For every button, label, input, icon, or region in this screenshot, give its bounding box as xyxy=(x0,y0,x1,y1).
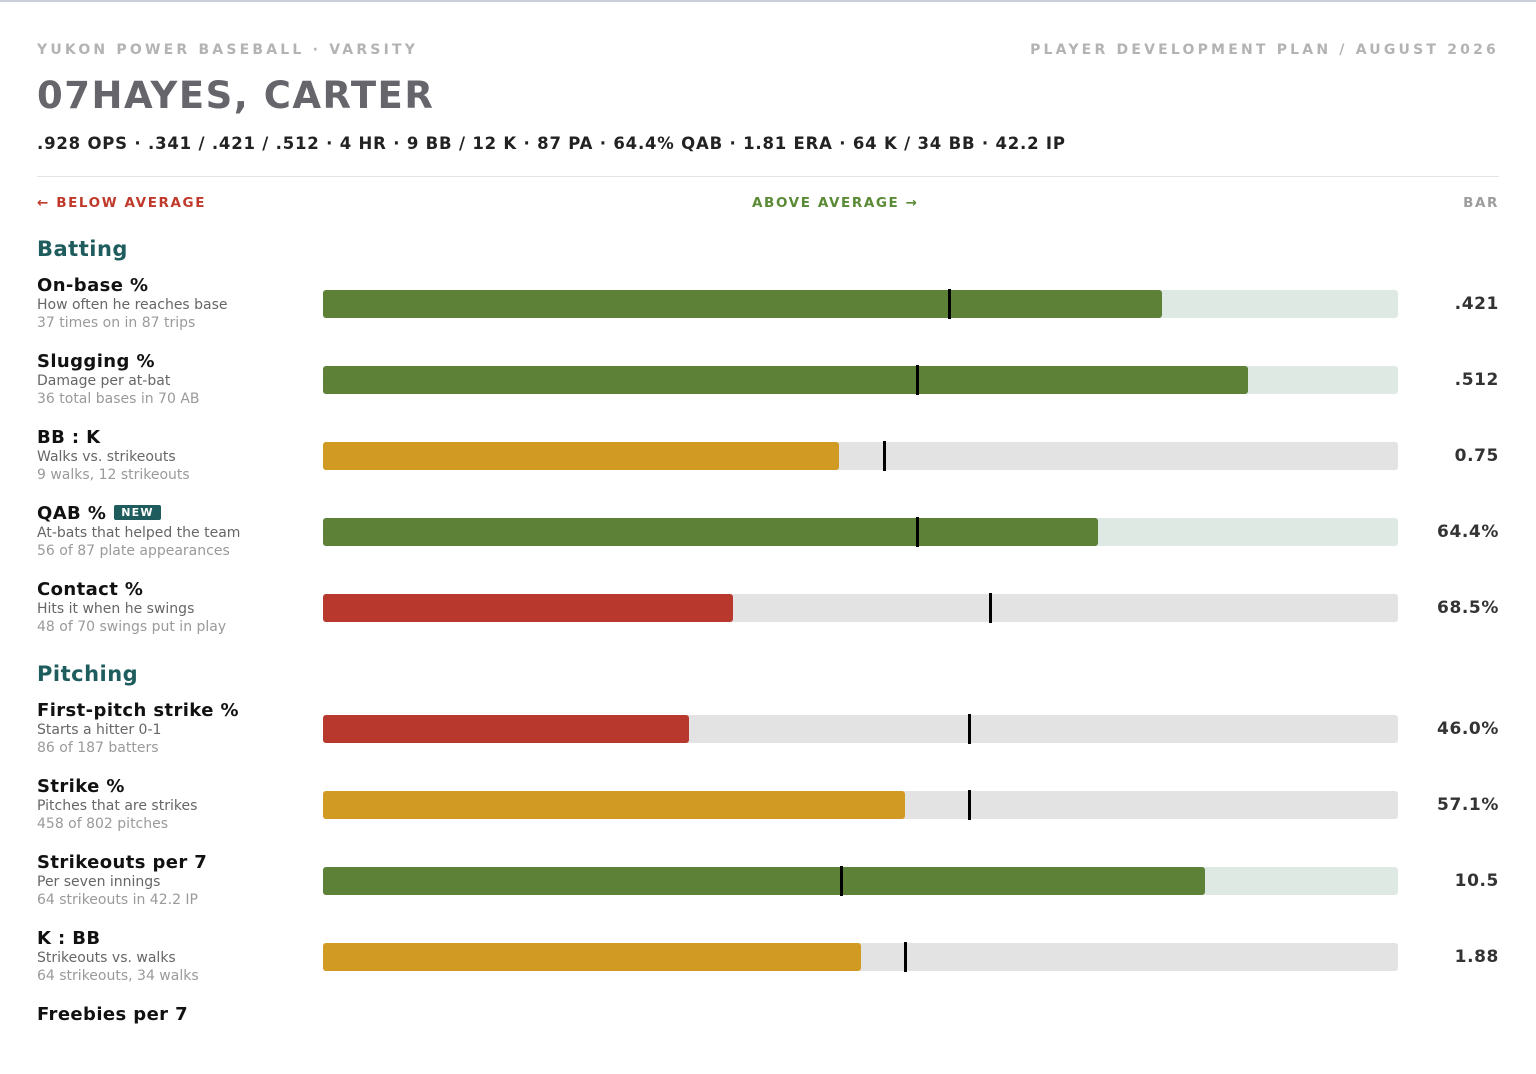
below-average-legend: ← BELOW AVERAGE xyxy=(37,195,207,211)
metric-detail: 86 of 187 batters xyxy=(37,740,159,756)
team-average-marker xyxy=(948,289,952,319)
metric-detail: 458 of 802 pitches xyxy=(37,816,169,832)
metric-description: Pitches that are strikes xyxy=(37,798,198,814)
metric-description: Per seven innings xyxy=(37,874,161,890)
metric-name: Slugging % xyxy=(37,351,155,372)
metric-row: Slugging % Damage per at-bat 36 total ba… xyxy=(37,351,1499,421)
metric-value: .421 xyxy=(1454,294,1499,314)
team-average-marker xyxy=(989,593,993,623)
metric-row: Freebies per 7 xyxy=(37,1004,1499,1074)
metric-value: 64.4% xyxy=(1437,522,1499,542)
metric-detail: 56 of 87 plate appearances xyxy=(37,543,230,559)
player-name: 07HAYES, CARTER xyxy=(37,74,435,117)
metric-bar-fill xyxy=(323,366,1248,394)
metric-value: 10.5 xyxy=(1454,871,1499,891)
metric-name: Strikeouts per 7 xyxy=(37,852,208,873)
metric-bar-fill xyxy=(323,791,905,819)
metric-row: BB : K Walks vs. strikeouts 9 walks, 12 … xyxy=(37,427,1499,497)
metric-description: How often he reaches base xyxy=(37,297,228,313)
team-average-marker xyxy=(904,942,908,972)
metric-bar-track xyxy=(323,365,1398,395)
metric-value: 0.75 xyxy=(1454,446,1499,466)
metric-value: 1.88 xyxy=(1454,947,1499,967)
scale-legend: ← BELOW AVERAGE ABOVE AVERAGE → BAR xyxy=(37,195,1499,213)
metric-row: Strike % Pitches that are strikes 458 of… xyxy=(37,776,1499,846)
metric-description: Walks vs. strikeouts xyxy=(37,449,176,465)
metric-description: Strikeouts vs. walks xyxy=(37,950,176,966)
metric-description: At-bats that helped the team xyxy=(37,525,241,541)
metric-name: BB : K xyxy=(37,427,101,448)
section-title-batting: Batting xyxy=(37,237,128,261)
metric-row: K : BB Strikeouts vs. walks 64 strikeout… xyxy=(37,928,1499,998)
team-average-marker xyxy=(967,790,971,820)
team-average-marker xyxy=(839,866,843,896)
metric-detail: 48 of 70 swings put in play xyxy=(37,619,227,635)
metric-name: Freebies per 7 xyxy=(37,1004,189,1025)
development-plan-page: YUKON POWER BASEBALL · VARSITY PLAYER DE… xyxy=(37,0,1499,1025)
new-badge: NEW xyxy=(114,505,161,520)
metric-row: On-base % How often he reaches base 37 t… xyxy=(37,275,1499,345)
metric-bar-fill xyxy=(323,594,733,622)
team-average-marker xyxy=(915,517,919,547)
metric-name-text: QAB % xyxy=(37,503,107,524)
team-average-marker xyxy=(915,365,919,395)
metric-bar-track xyxy=(323,289,1398,319)
metric-name: On-base % xyxy=(37,275,149,296)
metric-bar-fill xyxy=(323,715,689,743)
metric-bar-track xyxy=(323,714,1398,744)
top-border xyxy=(0,0,1536,2)
metric-bar-track xyxy=(323,866,1398,896)
metric-detail: 9 walks, 12 strikeouts xyxy=(37,467,190,483)
section-title-pitching: Pitching xyxy=(37,662,139,686)
metric-bar-track xyxy=(323,593,1398,623)
stat-line: .928 OPS · .341 / .421 / .512 · 4 HR · 9… xyxy=(37,134,1066,153)
metric-bar-track xyxy=(323,790,1398,820)
header-top: YUKON POWER BASEBALL · VARSITY PLAYER DE… xyxy=(37,42,1499,60)
above-average-legend: ABOVE AVERAGE → xyxy=(752,195,919,211)
metric-bar-fill xyxy=(323,518,1099,546)
metric-row: First-pitch strike % Starts a hitter 0-1… xyxy=(37,700,1499,770)
metric-description: Starts a hitter 0-1 xyxy=(37,722,162,738)
metric-name: Contact % xyxy=(37,579,144,600)
metric-row: QAB % NEW At-bats that helped the team 56… xyxy=(37,503,1499,573)
metric-detail: 36 total bases in 70 AB xyxy=(37,391,200,407)
metric-bar-fill xyxy=(323,867,1205,895)
metric-value: 46.0% xyxy=(1437,719,1499,739)
metric-name: K : BB xyxy=(37,928,101,949)
metric-detail: 64 strikeouts, 34 walks xyxy=(37,968,199,984)
metric-bar-track xyxy=(323,942,1398,972)
metric-detail: 37 times on in 87 trips xyxy=(37,315,196,331)
team-average-marker xyxy=(967,714,971,744)
metric-row: Strikeouts per 7 Per seven innings 64 st… xyxy=(37,852,1499,922)
metric-row: Contact % Hits it when he swings 48 of 7… xyxy=(37,579,1499,649)
metric-name: First-pitch strike % xyxy=(37,700,239,721)
metric-description: Hits it when he swings xyxy=(37,601,195,617)
metric-detail: 64 strikeouts in 42.2 IP xyxy=(37,892,198,908)
metric-name: Strike % xyxy=(37,776,125,797)
metric-bar-fill xyxy=(323,290,1162,318)
metric-description: Damage per at-bat xyxy=(37,373,171,389)
header-divider xyxy=(37,176,1499,177)
metric-value: 68.5% xyxy=(1437,598,1499,618)
metric-value: .512 xyxy=(1454,370,1499,390)
metric-bar-track xyxy=(323,517,1398,547)
metric-bar-fill xyxy=(323,442,839,470)
metric-bar-track xyxy=(323,441,1398,471)
metric-bar-fill xyxy=(323,943,861,971)
team-average-marker xyxy=(882,441,886,471)
bar-column-header: BAR xyxy=(1463,195,1499,211)
metric-name: QAB % NEW xyxy=(37,503,161,524)
team-label: YUKON POWER BASEBALL · VARSITY xyxy=(37,42,419,58)
plan-label: PLAYER DEVELOPMENT PLAN / AUGUST 2026 xyxy=(1030,42,1499,58)
metric-value: 57.1% xyxy=(1437,795,1499,815)
